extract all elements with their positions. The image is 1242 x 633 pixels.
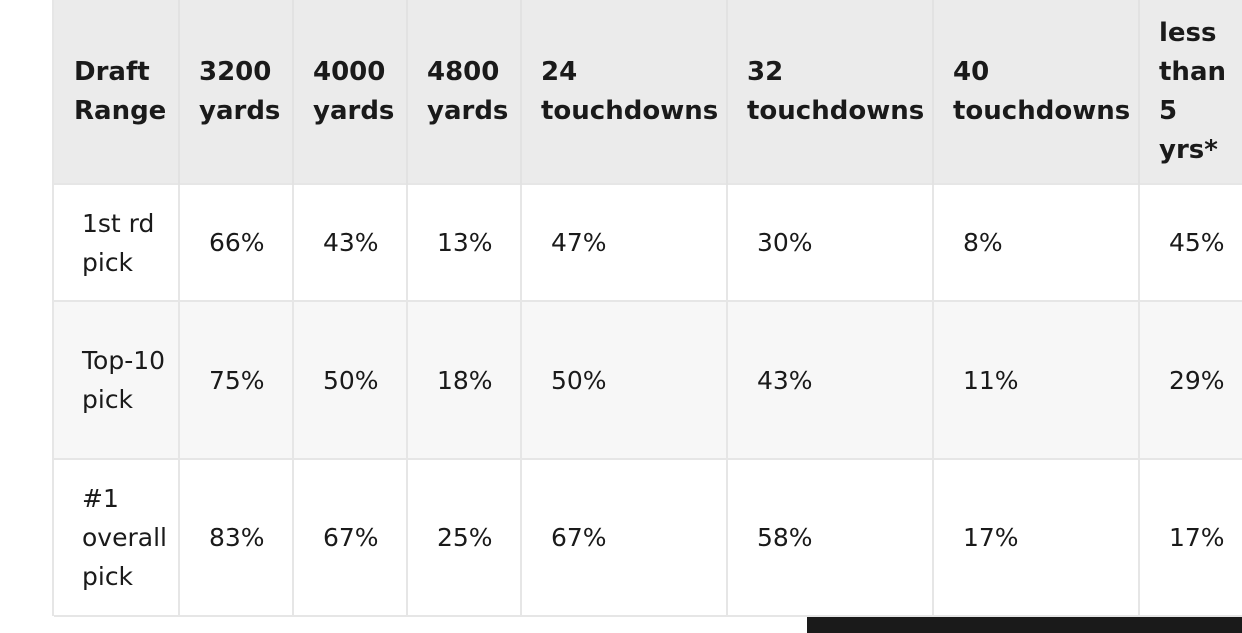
table-cell: 75% (179, 300, 294, 459)
header-4000-yards: 4000 yards (293, 0, 408, 184)
header-4800-yards: 4800 yards (407, 0, 522, 184)
table-cell: 45% (1139, 183, 1242, 301)
table-cell: 50% (521, 300, 728, 459)
table-cell: 43% (727, 300, 934, 459)
row-label: #1 overall pick (54, 458, 180, 617)
table-cell: 17% (933, 458, 1140, 617)
table-row: #1 overall pick 83% 67% 25% 67% 58% 17% … (54, 458, 1242, 617)
table-cell: 67% (521, 458, 728, 617)
header-row: Draft Range 3200 yards 4000 yards 4800 y… (54, 0, 1242, 184)
table-row: Top-10 pick 75% 50% 18% 50% 43% 11% 29% (54, 300, 1242, 459)
table-body: 1st rd pick 66% 43% 13% 47% 30% 8% 45% T… (54, 183, 1242, 617)
table-row: 1st rd pick 66% 43% 13% 47% 30% 8% 45% (54, 183, 1242, 301)
table-cell: 66% (179, 183, 294, 301)
draft-stats-table-container: Draft Range 3200 yards 4000 yards 4800 y… (52, 0, 1242, 617)
table-cell: 18% (407, 300, 522, 459)
table-cell: 8% (933, 183, 1140, 301)
table-cell: 30% (727, 183, 934, 301)
header-3200-yards: 3200 yards (179, 0, 294, 184)
table-cell: 17% (1139, 458, 1242, 617)
row-label: Top-10 pick (54, 300, 180, 459)
table-cell: 67% (293, 458, 408, 617)
table-header: Draft Range 3200 yards 4000 yards 4800 y… (54, 0, 1242, 184)
header-less-than-5-yrs: less than 5 yrs* (1139, 0, 1242, 184)
draft-stats-table: Draft Range 3200 yards 4000 yards 4800 y… (54, 0, 1242, 617)
table-cell: 58% (727, 458, 934, 617)
table-cell: 47% (521, 183, 728, 301)
table-cell: 43% (293, 183, 408, 301)
table-cell: 50% (293, 300, 408, 459)
table-cell: 11% (933, 300, 1140, 459)
header-32-touchdowns: 32 touchdowns (727, 0, 934, 184)
header-draft-range: Draft Range (54, 0, 180, 184)
table-cell: 83% (179, 458, 294, 617)
table-cell: 13% (407, 183, 522, 301)
table-cell: 25% (407, 458, 522, 617)
bottom-bar (807, 617, 1242, 633)
header-40-touchdowns: 40 touchdowns (933, 0, 1140, 184)
table-cell: 29% (1139, 300, 1242, 459)
header-24-touchdowns: 24 touchdowns (521, 0, 728, 184)
row-label: 1st rd pick (54, 183, 180, 301)
